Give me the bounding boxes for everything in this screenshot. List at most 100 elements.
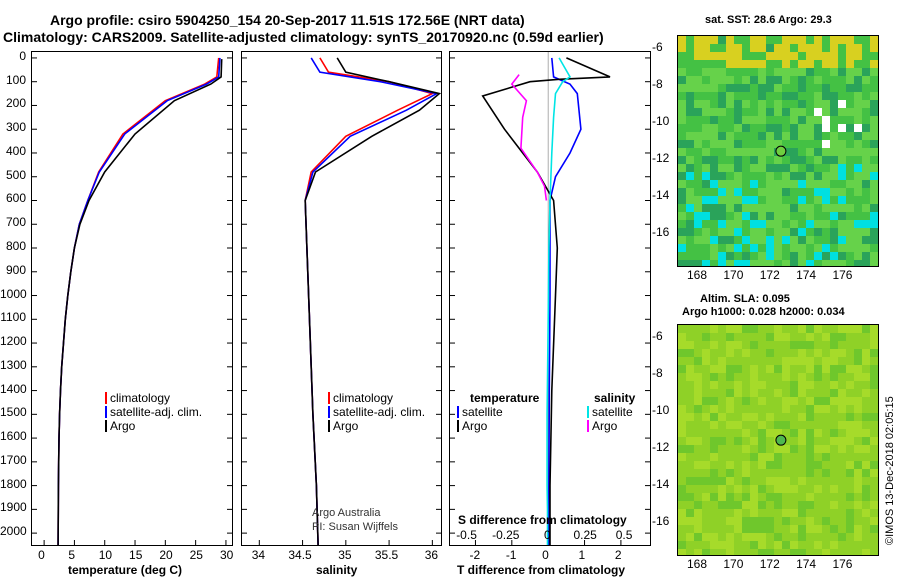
- map-cell: [790, 421, 798, 429]
- map-cell: [766, 341, 774, 349]
- map-cell: [742, 116, 750, 124]
- map-cell: [782, 244, 790, 252]
- map-cell: [774, 68, 782, 76]
- map-cell: [710, 220, 718, 228]
- map-cell: [702, 357, 710, 365]
- map-cell: [702, 509, 710, 517]
- map-cell: [854, 228, 862, 236]
- map-cell: [710, 541, 718, 549]
- map-cell: [718, 541, 726, 549]
- map-cell: [798, 493, 806, 501]
- map-cell: [822, 244, 830, 252]
- map-cell: [822, 68, 830, 76]
- map-cell: [734, 188, 742, 196]
- map-cell: [710, 485, 718, 493]
- map-cell: [734, 405, 742, 413]
- map-cell: [774, 493, 782, 501]
- map-cell: [830, 501, 838, 509]
- map-cell: [822, 84, 830, 92]
- map-cell: [870, 116, 878, 124]
- map-cell: [686, 212, 694, 220]
- map-cell: [694, 477, 702, 485]
- map-cell: [846, 132, 854, 140]
- map-cell: [830, 260, 838, 266]
- map-cell: [702, 148, 710, 156]
- map-cell: [830, 461, 838, 469]
- map-cell: [822, 180, 830, 188]
- map-cell: [702, 52, 710, 60]
- map-cell: [838, 485, 846, 493]
- map-cell: [790, 108, 798, 116]
- map-cell: [734, 365, 742, 373]
- sst-y-tick-label: -12: [652, 151, 670, 166]
- map-cell: [870, 549, 878, 555]
- map-cell: [710, 349, 718, 357]
- map-cell: [710, 76, 718, 84]
- map-cell: [782, 252, 790, 260]
- map-cell: [862, 549, 870, 555]
- map-cell: [726, 236, 734, 244]
- map-cell: [774, 541, 782, 549]
- map-cell: [686, 485, 694, 493]
- map-cell: [758, 397, 766, 405]
- map-cell: [830, 148, 838, 156]
- map-cell: [702, 333, 710, 341]
- map-cell: [870, 100, 878, 108]
- map-cell: [750, 116, 758, 124]
- salinity-tick-label: 35: [338, 548, 352, 562]
- map-cell: [774, 333, 782, 341]
- depth-tick-label: 1100: [0, 310, 26, 325]
- map-cell: [726, 180, 734, 188]
- temperature-tick-label: 25: [189, 548, 203, 562]
- map-cell: [678, 124, 686, 132]
- map-cell: [766, 333, 774, 341]
- map-cell: [814, 493, 822, 501]
- map-cell: [846, 164, 854, 172]
- map-cell: [758, 84, 766, 92]
- map-cell: [734, 421, 742, 429]
- map-cell: [694, 501, 702, 509]
- map-cell: [710, 108, 718, 116]
- map-cell: [870, 252, 878, 260]
- map-cell: [702, 373, 710, 381]
- map-cell: [734, 477, 742, 485]
- map-cell: [766, 501, 774, 509]
- map-cell: [798, 84, 806, 92]
- map-cell: [766, 517, 774, 525]
- sst-map[interactable]: [677, 35, 879, 267]
- map-cell: [694, 485, 702, 493]
- map-cell: [806, 44, 814, 52]
- map-cell: [854, 116, 862, 124]
- map-cell: [686, 84, 694, 92]
- map-cell: [862, 381, 870, 389]
- map-cell: [750, 325, 758, 333]
- map-cell: [854, 509, 862, 517]
- map-cell: [790, 124, 798, 132]
- map-cell: [870, 76, 878, 84]
- map-cell: [750, 252, 758, 260]
- map-cell: [774, 325, 782, 333]
- map-cell: [822, 421, 830, 429]
- sla-map-graphic: [678, 325, 878, 555]
- map-cell: [678, 525, 686, 533]
- map-cell: [734, 533, 742, 541]
- map-cell: [774, 228, 782, 236]
- map-cell: [782, 533, 790, 541]
- map-cell: [806, 493, 814, 501]
- map-cell: [806, 373, 814, 381]
- sla-map[interactable]: [677, 324, 879, 556]
- map-cell: [846, 413, 854, 421]
- map-cell: [694, 469, 702, 477]
- map-cell: [846, 180, 854, 188]
- map-cell: [750, 533, 758, 541]
- map-cell: [782, 453, 790, 461]
- temperature-tick-label: 15: [129, 548, 143, 562]
- map-cell: [830, 124, 838, 132]
- map-cell: [790, 204, 798, 212]
- map-cell: [806, 252, 814, 260]
- map-cell: [790, 188, 798, 196]
- map-cell: [790, 485, 798, 493]
- map-cell: [694, 76, 702, 84]
- legend-label: satellite: [592, 405, 633, 419]
- map-cell: [694, 381, 702, 389]
